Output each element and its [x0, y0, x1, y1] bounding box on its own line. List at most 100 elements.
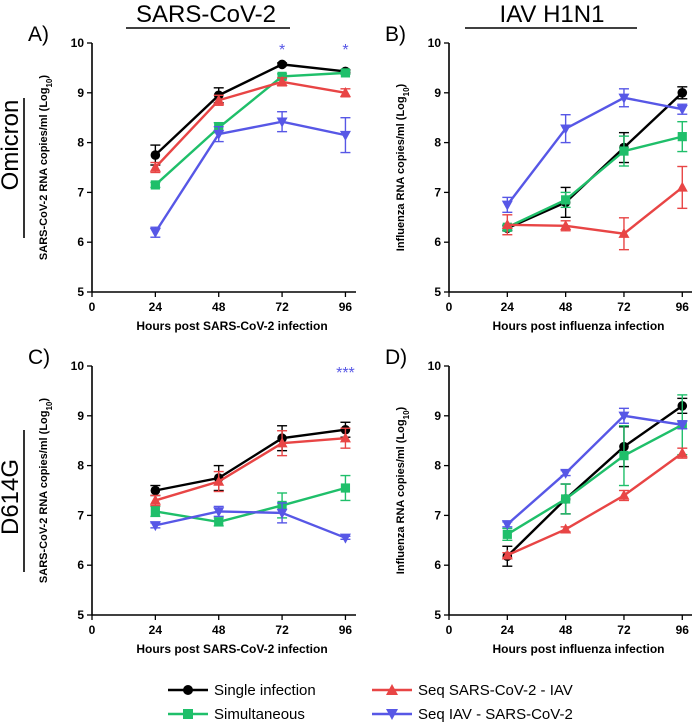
data-point	[501, 200, 513, 211]
data-point	[276, 508, 288, 519]
x-axis-label-d: Hours post influenza infection	[492, 642, 664, 656]
series-line	[506, 414, 683, 526]
significance-annotation-a: *	[342, 42, 348, 59]
legend-label-single: Single infection	[214, 682, 316, 699]
data-point	[618, 227, 630, 238]
y-tick-label-b: 9	[434, 86, 441, 100]
data-point	[560, 219, 572, 230]
data-point	[502, 529, 512, 539]
x-tick-label-c: 72	[275, 623, 289, 637]
y-axis-label-a: SARS-CoV-2 RNA copies/ml (Log10)	[38, 75, 54, 260]
y-tick-label-b: 5	[434, 285, 441, 299]
series-b-series0	[502, 86, 688, 234]
x-tick-label-d: 72	[617, 623, 631, 637]
x-tick-label-a: 0	[89, 300, 96, 314]
legend-label-seq-sars-iav: Seq SARS-CoV-2 - IAV	[418, 682, 573, 699]
y-tick-label-a: 9	[77, 86, 84, 100]
data-point	[340, 483, 351, 493]
y-tick-label-d: 7	[434, 508, 441, 522]
row-title-omicron: Omicron	[0, 100, 24, 191]
x-axis-label-b: Hours post influenza infection	[492, 319, 664, 333]
panel-b: B) 5 6 7 8 9 10 0 24 48 72 96 Hours post influenza i…	[385, 23, 692, 333]
data-point	[339, 533, 351, 544]
series-line	[155, 510, 346, 539]
data-point	[560, 468, 572, 479]
series-a-series2	[149, 76, 351, 174]
series-b-series2	[501, 165, 688, 251]
data-point	[501, 218, 513, 229]
legend-item-seq-iav-sars: Seq IAV - SARS-CoV-2	[372, 706, 573, 723]
data-point	[560, 523, 572, 534]
x-tick-label-b: 0	[446, 300, 453, 314]
data-point	[213, 507, 225, 518]
data-point	[677, 132, 687, 142]
data-point	[276, 437, 288, 448]
data-point	[676, 181, 688, 192]
x-tick-label-d: 48	[559, 623, 573, 637]
y-tick-label-a: 5	[77, 285, 84, 299]
series-line	[506, 423, 683, 536]
y-tick-label-c: 7	[77, 508, 84, 522]
x-tick-label-c: 24	[149, 623, 163, 637]
x-axis-label-c: Hours post SARS-CoV-2 infection	[136, 642, 327, 656]
significance-annotation-c: ***	[336, 365, 355, 382]
data-point	[339, 130, 351, 141]
data-point	[676, 105, 688, 116]
y-tick-label-a: 8	[77, 136, 84, 150]
panel-label-c: C)	[28, 346, 50, 369]
panels: A) 5 6 7 8 9 10 0 24 48 72 96 Hours post SARS-CoV-2 …	[28, 23, 692, 656]
series-line	[506, 135, 683, 229]
data-point	[150, 485, 161, 496]
row-title-d614g: D614G	[0, 459, 24, 535]
data-point	[501, 549, 513, 560]
series-line	[155, 437, 346, 502]
series-c-series2	[149, 427, 351, 507]
legend-item-seq-sars-iav: Seq SARS-CoV-2 - IAV	[372, 682, 573, 699]
y-tick-label-b: 8	[434, 136, 441, 150]
panel-label-d: D)	[385, 346, 407, 369]
y-tick-label-d: 5	[434, 608, 441, 622]
column-title-iav: IAV H1N1	[500, 1, 605, 28]
x-tick-label-c: 48	[212, 623, 226, 637]
legend-marker-seq-sars-iav	[386, 684, 398, 695]
data-point	[149, 521, 161, 532]
data-point	[339, 87, 351, 97]
data-point	[213, 129, 225, 140]
series-line	[155, 486, 346, 524]
x-tick-label-a: 48	[212, 300, 226, 314]
data-point	[618, 93, 630, 104]
panel-label-a: A)	[28, 23, 49, 46]
y-tick-label-d: 10	[428, 359, 442, 373]
series-line	[506, 96, 683, 206]
legend-label-simultaneous: Simultaneous	[214, 706, 305, 723]
series-line	[154, 71, 346, 186]
data-point	[276, 76, 288, 87]
y-axis-label-c: SARS-CoV-2 RNA copies/ml (Log10)	[38, 398, 54, 583]
column-title-sars: SARS-CoV-2	[136, 1, 276, 28]
data-point	[149, 228, 161, 239]
x-tick-label-c: 96	[339, 623, 353, 637]
data-point	[149, 161, 161, 172]
series-c-series0	[150, 421, 351, 497]
x-tick-label-b: 24	[501, 300, 515, 314]
series-line	[154, 63, 346, 156]
significance-annotation-a: *	[279, 42, 285, 59]
legend-marker-seq-iav-sars	[386, 709, 398, 720]
data-point	[561, 195, 571, 205]
x-tick-label-a: 24	[149, 300, 163, 314]
x-tick-label-a: 96	[339, 300, 353, 314]
data-point	[214, 517, 224, 527]
panel-a: A) 5 6 7 8 9 10 0 24 48 72 96 Hours post SARS-CoV-2 …	[28, 23, 356, 333]
y-tick-label-c: 9	[77, 409, 84, 423]
data-point	[618, 489, 630, 500]
data-point	[340, 68, 351, 78]
data-point	[618, 411, 630, 422]
x-tick-label-b: 96	[676, 300, 690, 314]
legend-label-seq-iav-sars: Seq IAV - SARS-CoV-2	[418, 706, 573, 723]
y-tick-label-a: 6	[77, 235, 84, 249]
legend-marker-single	[183, 685, 193, 695]
y-tick-label-d: 8	[434, 459, 441, 473]
data-point	[276, 117, 288, 128]
x-axis-label-a: Hours post SARS-CoV-2 infection	[136, 319, 327, 333]
